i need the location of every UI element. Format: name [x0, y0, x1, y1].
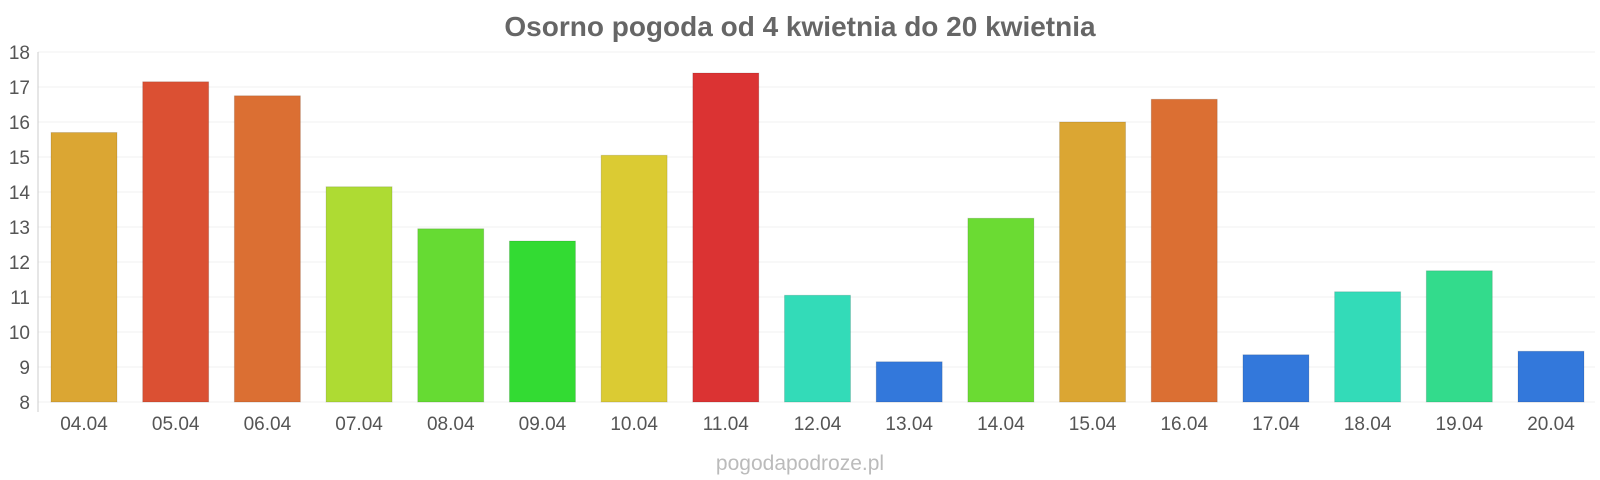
x-tick-label: 11.04	[703, 414, 750, 435]
x-tick-label: 20.04	[1527, 414, 1575, 435]
x-tick-label: 17.04	[1252, 414, 1300, 435]
y-tick-label: 16	[9, 113, 30, 134]
chart-title: Osorno pogoda od 4 kwietnia do 20 kwietn…	[504, 11, 1096, 42]
x-tick-label: 13.04	[885, 414, 933, 435]
bar-20.04	[1517, 350, 1585, 403]
x-tick-label: 05.04	[152, 414, 200, 435]
bar-05.04	[142, 81, 210, 403]
watermark: pogodapodroze.pl	[716, 452, 884, 475]
x-tick-label: 04.04	[60, 414, 108, 435]
y-tick-label: 18	[9, 43, 30, 64]
x-tick-label: 08.04	[427, 414, 475, 435]
y-tick-label: 11	[10, 288, 30, 309]
y-tick-label: 9	[19, 358, 30, 379]
x-axis-ticks: 04.04 05.04 06.04 07.04 08.04 09.04 10.04 11.04…	[60, 414, 1575, 435]
bar-09.04	[508, 240, 576, 403]
x-tick-label: 18.04	[1344, 414, 1392, 435]
bar-12.04	[784, 294, 851, 403]
y-tick-label: 10	[9, 323, 30, 344]
x-tick-label: 09.04	[519, 414, 567, 435]
bar-11.04	[692, 72, 760, 403]
bar-13.04	[875, 361, 943, 403]
y-tick-label: 12	[9, 253, 30, 274]
x-tick-label: 16.04	[1160, 414, 1208, 435]
y-tick-label: 15	[9, 148, 30, 169]
bar-07.04	[325, 186, 393, 403]
bar-04.04	[50, 132, 118, 403]
x-tick-label: 19.04	[1436, 414, 1484, 435]
x-tick-label: 15.04	[1069, 414, 1117, 435]
y-tick-label: 14	[9, 183, 31, 204]
y-axis-ticks: 8 9 10 11 12 13 14 15 16 17 18	[9, 43, 31, 414]
bar-19.04	[1425, 270, 1493, 403]
bar-16.04	[1150, 98, 1218, 403]
bar-17.04	[1242, 354, 1310, 403]
x-tick-label: 06.04	[244, 414, 292, 435]
y-tick-label: 17	[9, 78, 30, 99]
x-tick-label: 14.04	[977, 414, 1025, 435]
bar-15.04	[1059, 121, 1127, 403]
bar-10.04	[600, 154, 668, 403]
bars	[50, 72, 1585, 403]
x-tick-label: 10.04	[610, 414, 658, 435]
y-tick-label: 13	[9, 218, 30, 239]
bar-06.04	[233, 95, 301, 403]
bar-14.04	[967, 217, 1035, 403]
bar-08.04	[417, 228, 485, 403]
bar-18.04	[1334, 291, 1402, 403]
x-tick-label: 12.04	[794, 414, 842, 435]
y-tick-label: 8	[19, 393, 30, 414]
x-tick-label: 07.04	[335, 414, 383, 435]
